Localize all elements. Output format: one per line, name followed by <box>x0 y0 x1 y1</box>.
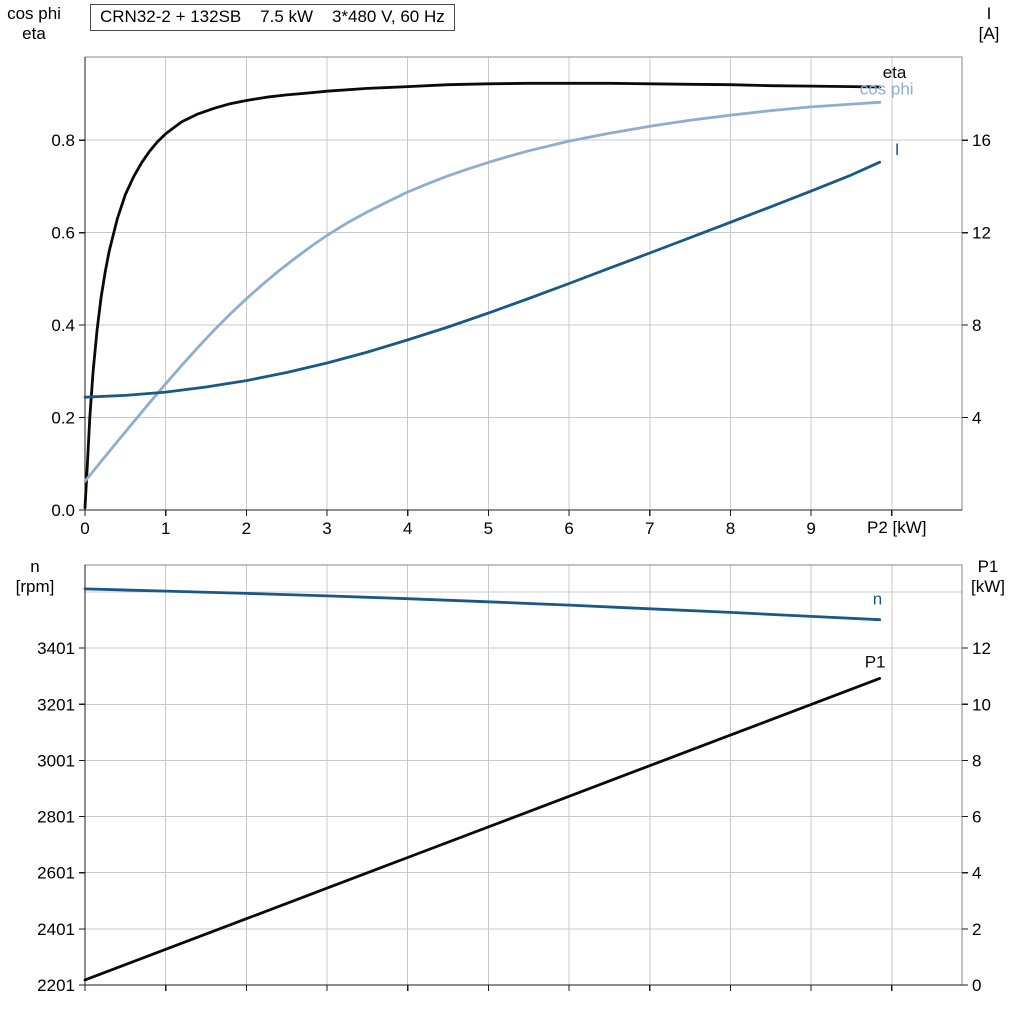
cos-phi-axis-label: cos phi <box>7 4 61 23</box>
x-tick-label: 9 <box>806 519 815 538</box>
x-tick-label: 5 <box>484 519 493 538</box>
curve-cos-phi <box>83 100 882 483</box>
p1-axis-unit: [kW] <box>971 577 1005 596</box>
curve-eta <box>83 81 882 510</box>
right-tick-label: 16 <box>972 131 991 150</box>
right-tick-label: 6 <box>972 808 981 827</box>
top-left-axis-title: cos phi eta <box>3 4 65 44</box>
x-tick-label: 0 <box>80 519 89 538</box>
p1-axis-label: P1 <box>977 557 999 576</box>
curve-label-current: I <box>895 140 900 159</box>
right-tick-label: 8 <box>972 751 981 770</box>
curve-label-eta: eta <box>883 63 907 82</box>
right-tick-label: 4 <box>972 864 981 883</box>
curve-speed <box>83 587 882 622</box>
left-tick-label: 0.6 <box>51 224 75 243</box>
x-tick-label: 2 <box>242 519 251 538</box>
curve-label-cos-phi: cos phi <box>860 79 914 98</box>
bottom-left-axis-title: n [rpm] <box>4 557 66 597</box>
left-tick-label: 0.4 <box>51 316 75 335</box>
curve-current <box>83 160 882 399</box>
left-tick-label: 3401 <box>37 639 75 658</box>
bottom-right-axis-title: P1 [kW] <box>959 557 1017 597</box>
left-tick-label: 0.0 <box>51 501 75 520</box>
left-tick-label: 2601 <box>37 864 75 883</box>
left-tick-label: 2801 <box>37 808 75 827</box>
left-tick-label: 0.8 <box>51 131 75 150</box>
curve-p1 <box>83 677 882 982</box>
x-axis-title: P2 [kW] <box>867 518 927 537</box>
right-tick-label: 2 <box>972 920 981 939</box>
right-tick-label: 4 <box>972 409 981 428</box>
x-tick-label: 4 <box>403 519 412 538</box>
speed-axis-label: n <box>30 557 40 576</box>
left-tick-label: 3201 <box>37 695 75 714</box>
left-tick-label: 3001 <box>37 751 75 770</box>
eta-axis-label: eta <box>22 24 46 43</box>
x-tick-label: 3 <box>322 519 331 538</box>
left-tick-label: 0.2 <box>51 409 75 428</box>
current-axis-unit: [A] <box>978 24 1000 43</box>
x-tick-label: 7 <box>645 519 654 538</box>
x-tick-label: 6 <box>564 519 573 538</box>
right-tick-label: 10 <box>972 695 991 714</box>
left-tick-label: 2201 <box>37 976 75 995</box>
x-tick-label: 1 <box>161 519 170 538</box>
right-tick-label: 8 <box>972 316 981 335</box>
current-axis-label: I <box>986 4 992 23</box>
top-right-axis-title: I [A] <box>963 4 1015 44</box>
left-tick-label: 2401 <box>37 920 75 939</box>
right-tick-label: 12 <box>972 639 991 658</box>
curve-label-speed: n <box>873 590 882 609</box>
plot-frame <box>84 564 963 986</box>
x-tick-label: 8 <box>726 519 735 538</box>
right-tick-label: 12 <box>972 224 991 243</box>
chart-title: CRN32-2 + 132SB 7.5 kW 3*480 V, 60 Hz <box>90 4 455 31</box>
plot-frame <box>84 56 963 511</box>
right-tick-label: 0 <box>972 976 981 995</box>
speed-axis-unit: [rpm] <box>15 577 55 596</box>
curve-label-p1: P1 <box>865 652 886 671</box>
